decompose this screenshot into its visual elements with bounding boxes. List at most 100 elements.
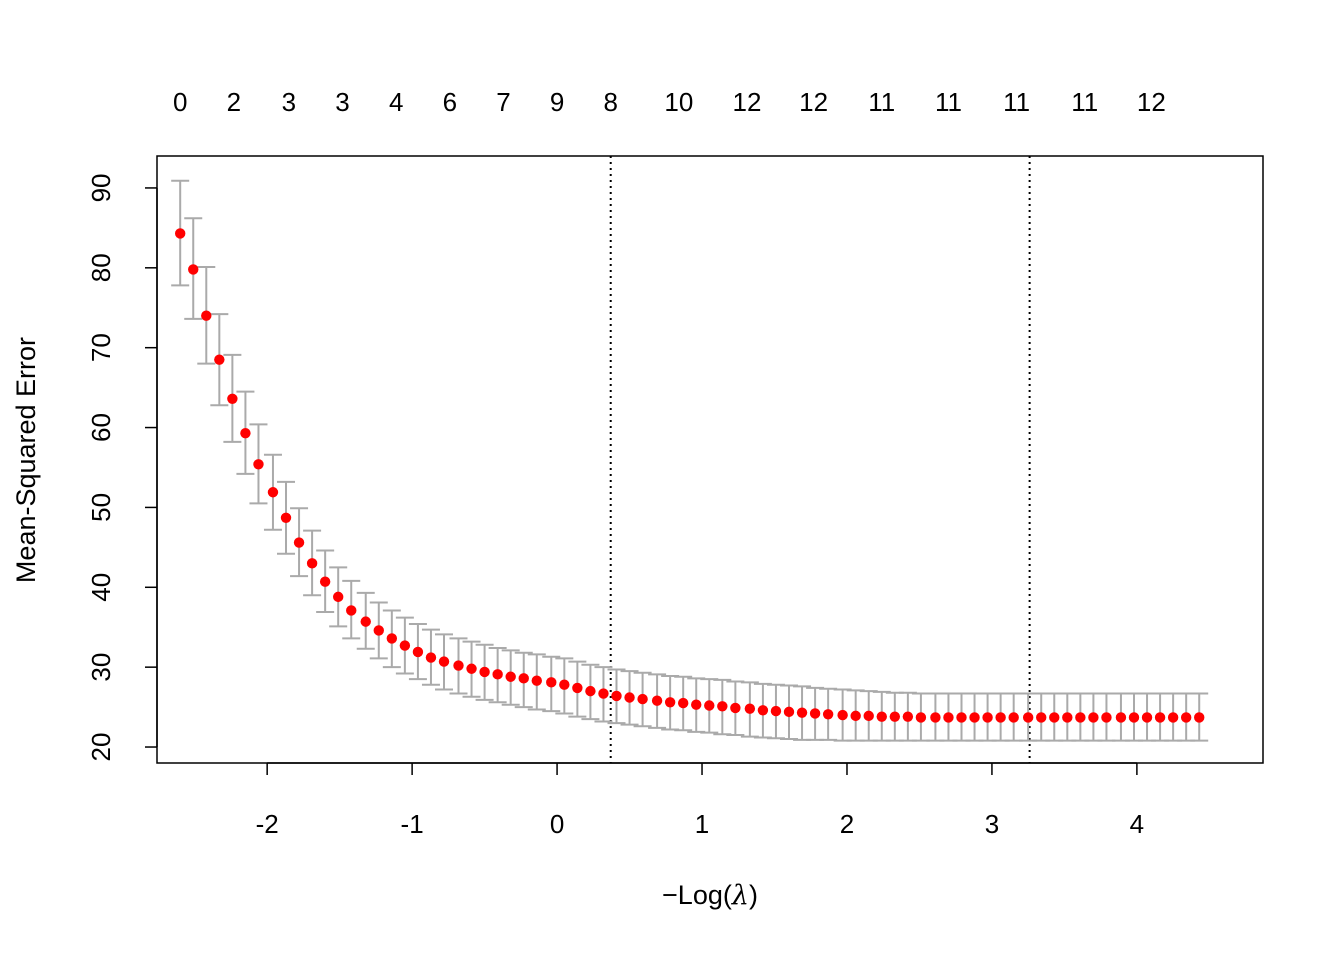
- data-point: [386, 633, 398, 644]
- data-point: [637, 693, 648, 705]
- data-point: [453, 660, 464, 671]
- x-tick-label: -1: [401, 809, 424, 839]
- data-point: [1022, 712, 1034, 723]
- x-tick-label: -2: [256, 809, 279, 839]
- data-point: [1101, 712, 1112, 723]
- data-point: [280, 512, 292, 524]
- top-axis-label: 12: [799, 87, 828, 117]
- data-point: [624, 692, 635, 703]
- y-tick-label: 50: [86, 493, 116, 522]
- data-point: [1128, 712, 1140, 723]
- data-point: [1075, 712, 1086, 723]
- data-point: [930, 712, 941, 723]
- y-tick-label: 60: [86, 413, 116, 442]
- top-axis-label: 11: [935, 87, 962, 117]
- data-point: [293, 537, 305, 548]
- top-axis-labels: 0 2 3 3 4 6 7 9 8 10 12 12 11 11 11 11 12: [173, 87, 1166, 117]
- top-axis-label: 2: [227, 87, 241, 117]
- data-point: [425, 652, 437, 663]
- top-axis-label: 3: [282, 87, 296, 117]
- top-axis-label: 12: [733, 87, 762, 117]
- top-axis-label: 11: [1071, 87, 1098, 117]
- data-point: [479, 666, 490, 678]
- data-point: [1194, 712, 1205, 723]
- data-point: [346, 605, 357, 616]
- error-bars: [171, 179, 1209, 742]
- data-point: [691, 699, 702, 710]
- data-point: [850, 710, 861, 722]
- data-point: [783, 706, 795, 718]
- data-point: [531, 675, 542, 686]
- data-point: [744, 703, 756, 714]
- data-point: [770, 705, 782, 717]
- data-point: [1141, 712, 1153, 723]
- data-point: [227, 393, 238, 404]
- data-point: [559, 679, 570, 690]
- data-point: [306, 558, 318, 569]
- data-point: [240, 427, 251, 439]
- y-tick-label: 40: [86, 573, 116, 602]
- data-point: [1154, 712, 1166, 723]
- data-point: [902, 711, 914, 722]
- data-point: [863, 710, 874, 722]
- data-points: [174, 228, 1205, 723]
- data-point: [1049, 712, 1060, 723]
- data-point: [572, 682, 583, 694]
- data-point: [704, 700, 715, 711]
- top-axis-label: 9: [550, 87, 564, 117]
- x-axis-title: −Log(λ): [662, 880, 758, 911]
- y-tick-label: 20: [86, 733, 116, 762]
- data-point: [1008, 712, 1019, 723]
- x-axis-title-suffix: ): [749, 880, 758, 910]
- top-axis-label: 0: [173, 87, 187, 117]
- top-axis-label: 8: [603, 87, 617, 117]
- data-point: [796, 707, 808, 718]
- y-axis-title: Mean-Squared Error: [11, 337, 41, 583]
- data-point: [837, 709, 848, 721]
- data-point: [1088, 712, 1099, 723]
- data-point: [598, 688, 609, 699]
- x-axis-title-prefix: −: [662, 880, 678, 910]
- data-point: [1115, 712, 1127, 723]
- x-axis-title-symbol: λ: [731, 880, 749, 911]
- y-tick-label: 90: [86, 173, 116, 202]
- data-point: [399, 640, 411, 651]
- data-point: [267, 487, 279, 498]
- y-axis: 20 30 40 50 60 70 80 90: [86, 173, 158, 762]
- data-point: [876, 711, 887, 722]
- data-point: [1036, 712, 1047, 723]
- data-point: [757, 705, 769, 716]
- top-axis-label: 4: [389, 87, 403, 117]
- x-axis: -2 -1 0 1 2 3 4: [256, 762, 1144, 839]
- y-tick-label: 30: [86, 653, 116, 682]
- data-point: [201, 310, 212, 321]
- x-tick-label: 1: [695, 809, 709, 839]
- data-point: [664, 697, 676, 708]
- x-tick-label: 4: [1130, 809, 1144, 839]
- data-point: [995, 712, 1006, 723]
- data-point: [518, 673, 529, 684]
- data-point: [717, 701, 728, 712]
- data-point: [253, 459, 264, 470]
- data-point: [466, 663, 477, 674]
- x-tick-label: 3: [985, 809, 999, 839]
- top-axis-label: 7: [496, 87, 510, 117]
- data-point: [214, 354, 225, 365]
- data-point: [969, 712, 980, 723]
- data-point: [956, 712, 967, 723]
- data-point: [611, 690, 622, 702]
- data-point: [505, 671, 516, 682]
- data-point: [360, 616, 371, 627]
- data-point: [412, 646, 424, 658]
- y-tick-label: 80: [86, 253, 116, 282]
- x-tick-label: 2: [840, 809, 854, 839]
- top-axis-label: 6: [443, 87, 457, 117]
- top-axis-label: 12: [1137, 87, 1166, 117]
- data-point: [1167, 712, 1179, 723]
- data-point: [943, 712, 954, 723]
- top-axis-label: 11: [868, 87, 895, 117]
- data-point: [1180, 712, 1192, 723]
- data-point: [373, 625, 384, 636]
- y-tick-label: 70: [86, 333, 116, 362]
